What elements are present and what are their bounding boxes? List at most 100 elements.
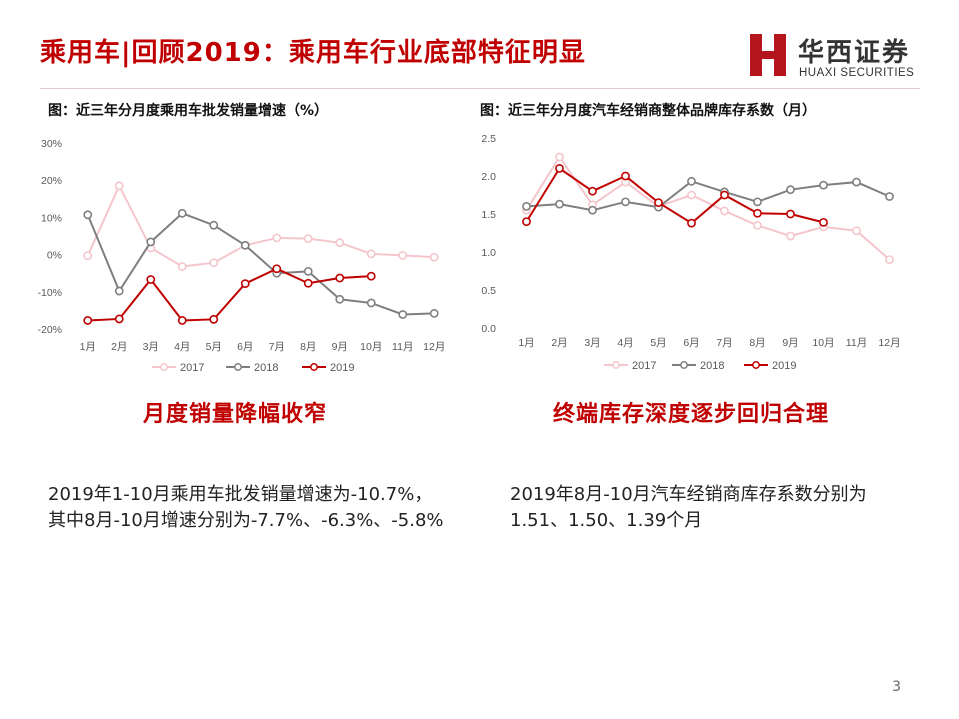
x-tick-label: 5月 (650, 337, 666, 349)
series-line-2018 (526, 180, 890, 212)
data-point-2019 (819, 217, 828, 227)
x-tick-label: 1月 (518, 337, 534, 349)
series-line-2018 (86, 212, 435, 316)
legend-label: 2017 (632, 360, 656, 372)
data-point-2019 (114, 314, 124, 324)
x-tick-label: 9月 (332, 341, 348, 353)
y-tick-label: 1.5 (481, 209, 496, 221)
data-point-2019 (146, 275, 156, 284)
data-point-2018 (786, 185, 795, 195)
data-point-2019 (177, 316, 187, 325)
x-tick-label: 10月 (360, 341, 382, 353)
data-point-2018 (398, 310, 408, 319)
legend-marker-2019 (310, 363, 318, 371)
legend-marker-2018 (234, 363, 242, 371)
company-logo: 华西证券 HUAXI SECURITIES (748, 30, 938, 82)
data-point-2019 (366, 271, 376, 281)
data-point-2017 (177, 262, 187, 271)
huaxi-logo-icon (750, 34, 786, 76)
y-tick-label: 0% (47, 250, 62, 262)
left-body-text: 2019年1-10月乘用车批发销量增速为-10.7%，其中8月-10月增速分别为… (48, 484, 444, 531)
data-point-2017 (885, 255, 894, 264)
data-point-2018 (83, 210, 93, 220)
data-point-2018 (177, 208, 187, 218)
legend-label: 2017 (180, 362, 204, 374)
series-line-2017 (525, 155, 891, 261)
data-point-2017 (83, 251, 93, 261)
data-point-2017 (429, 252, 439, 262)
x-tick-label: 4月 (174, 341, 190, 353)
x-tick-label: 8月 (300, 341, 316, 353)
legend-label: 2019 (330, 362, 354, 374)
data-point-2018 (522, 202, 531, 211)
data-point-2019 (209, 314, 219, 324)
x-tick-label: 2月 (551, 337, 567, 349)
data-point-2018 (621, 197, 630, 207)
data-point-2019 (272, 264, 282, 274)
x-tick-label: 6月 (237, 341, 253, 353)
logo-english-name: HUAXI SECURITIES (799, 67, 915, 79)
data-point-2018 (146, 237, 156, 247)
data-point-2018 (687, 176, 696, 186)
legend-label: 2018 (700, 360, 724, 372)
right-chart-caption: 图：近三年分月度汽车经销商整体品牌库存系数（月） (480, 103, 816, 119)
data-point-2019 (335, 273, 345, 283)
legend-marker-2017 (160, 363, 168, 371)
data-point-2019 (687, 218, 696, 228)
series-line-2019 (525, 166, 824, 225)
x-tick-label: 10月 (812, 337, 834, 349)
data-point-2018 (852, 177, 861, 187)
legend-label: 2019 (772, 360, 796, 372)
data-point-2019 (621, 171, 630, 181)
left-chart-caption: 图：近三年分月度乘用车批发销量增速（%） (48, 103, 329, 119)
legend-marker-2019 (752, 361, 760, 369)
x-tick-label: 7月 (269, 341, 285, 353)
legend-label: 2018 (254, 362, 278, 374)
data-point-2018 (240, 240, 250, 250)
data-point-2019 (588, 186, 597, 196)
x-tick-label: 2月 (111, 341, 127, 353)
logo-chinese-name: 华西证券 (798, 38, 911, 68)
data-point-2019 (240, 279, 250, 289)
right-body-text: 2019年8月-10月汽车经销商库存系数分别为1.51、1.50、1.39个月 (510, 484, 867, 531)
data-point-2018 (885, 192, 894, 201)
x-tick-label: 8月 (749, 337, 765, 349)
data-point-2018 (588, 205, 597, 215)
legend-marker-2017 (612, 361, 620, 369)
x-tick-label: 9月 (782, 337, 798, 349)
page-number: 3 (892, 679, 901, 695)
x-tick-label: 1月 (80, 341, 96, 353)
y-tick-label: -10% (37, 287, 62, 299)
data-point-2017 (720, 206, 729, 216)
x-tick-label: 12月 (878, 337, 900, 349)
y-tick-label: 2.5 (481, 133, 496, 145)
data-point-2019 (753, 208, 762, 218)
data-point-2017 (852, 226, 861, 236)
data-point-2018 (429, 308, 439, 318)
data-point-2017 (753, 221, 762, 230)
x-tick-label: 12月 (423, 341, 445, 353)
x-tick-label: 6月 (683, 337, 699, 349)
data-point-2017 (398, 250, 408, 260)
y-tick-label: 10% (41, 212, 62, 224)
data-point-2017 (366, 249, 376, 259)
data-point-2019 (720, 190, 729, 200)
data-point-2019 (303, 278, 313, 288)
data-point-2017 (272, 233, 282, 243)
sales-growth-chart: 30% 20% 10% 0% -10% -20% 1月 2月 3月 4月 5月 6月 7月 8月 9月 10月… (37, 138, 445, 374)
data-point-2018 (555, 199, 564, 209)
x-tick-label: 5月 (206, 341, 222, 353)
series-line-2019 (87, 267, 372, 322)
left-subhead: 月度销量降幅收窄 (143, 402, 328, 427)
y-tick-label: 20% (41, 175, 62, 187)
data-point-2018 (335, 294, 345, 304)
header-divider (40, 88, 920, 89)
inventory-coefficient-chart: 2.5 2.0 1.5 1.0 0.5 0.0 1月 2月 3月 4月 5月 6月 7月 8月 9月 10月 1… (481, 133, 900, 372)
data-point-2017 (114, 181, 124, 191)
data-point-2017 (303, 234, 313, 244)
x-tick-label: 7月 (716, 337, 732, 349)
y-tick-label: -20% (37, 324, 62, 336)
data-point-2019 (522, 217, 531, 226)
series-line-2017 (86, 183, 435, 268)
data-point-2017 (786, 231, 795, 241)
